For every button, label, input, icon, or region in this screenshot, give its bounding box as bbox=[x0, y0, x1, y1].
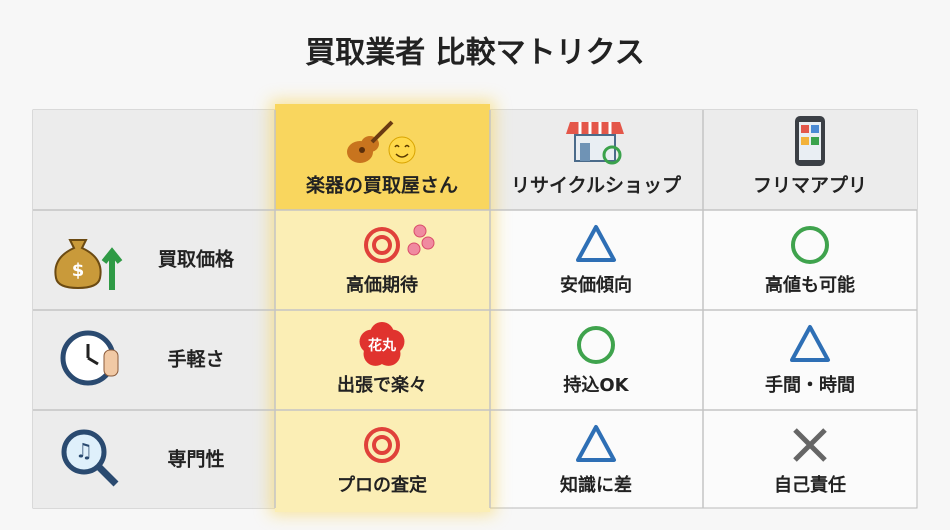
svg-text:$: $ bbox=[72, 260, 85, 281]
cell-text: 知識に差 bbox=[560, 474, 632, 496]
shop-icon bbox=[566, 122, 624, 165]
row-label: 専門性 bbox=[167, 448, 224, 471]
inner-circle bbox=[372, 435, 392, 455]
circle bbox=[577, 326, 615, 364]
cell-mark bbox=[793, 428, 827, 462]
cell-text: 出張で楽々 bbox=[337, 374, 427, 396]
cross bbox=[793, 428, 827, 462]
guitar-smile-icon bbox=[347, 120, 416, 164]
triangle bbox=[576, 225, 616, 262]
column-header: リサイクルショップ bbox=[511, 174, 682, 197]
title: 買取業者 比較マトリクス bbox=[305, 36, 645, 71]
cell-text: 持込OK bbox=[563, 374, 629, 396]
cell-mark bbox=[577, 326, 615, 364]
row-label: 買取価格 bbox=[158, 248, 235, 271]
cell-text: 安価傾向 bbox=[560, 274, 632, 296]
double-circle bbox=[364, 427, 400, 463]
cell-mark: 花丸 bbox=[359, 322, 405, 366]
cell-mark bbox=[791, 226, 829, 264]
column-header: フリマアプリ bbox=[753, 174, 867, 197]
circle bbox=[791, 226, 829, 264]
magnifier-music-icon: ♫ bbox=[61, 429, 119, 487]
cell-mark bbox=[364, 427, 400, 463]
triangle bbox=[790, 325, 830, 362]
cell-mark bbox=[576, 225, 616, 262]
cell-mark bbox=[364, 224, 435, 263]
highlight-header-bg bbox=[275, 104, 490, 210]
badge-center bbox=[369, 332, 395, 358]
sakura bbox=[421, 236, 435, 250]
sakura bbox=[407, 242, 421, 256]
sakura bbox=[413, 224, 427, 238]
svg-text:♫: ♫ bbox=[75, 439, 93, 463]
cell-text: 高価期待 bbox=[346, 274, 418, 296]
cell-mark bbox=[576, 425, 616, 462]
cell-mark bbox=[790, 325, 830, 362]
cell-text: プロの査定 bbox=[337, 474, 427, 496]
cell-text: 自己責任 bbox=[774, 474, 846, 496]
badge-text: 花丸 bbox=[368, 337, 397, 354]
phone-icon bbox=[795, 116, 825, 166]
row-label: 手軽さ bbox=[167, 348, 224, 371]
inner-circle bbox=[372, 235, 392, 255]
double-circle bbox=[364, 227, 400, 263]
money-bag-icon: $ bbox=[54, 239, 123, 290]
triangle bbox=[576, 425, 616, 462]
column-header: 楽器の買取屋さん bbox=[306, 174, 458, 197]
grid bbox=[33, 110, 917, 508]
cell-text: 高値も可能 bbox=[765, 274, 855, 296]
cell-text: 手間・時間 bbox=[765, 374, 855, 396]
clock-hand-icon bbox=[60, 330, 119, 386]
